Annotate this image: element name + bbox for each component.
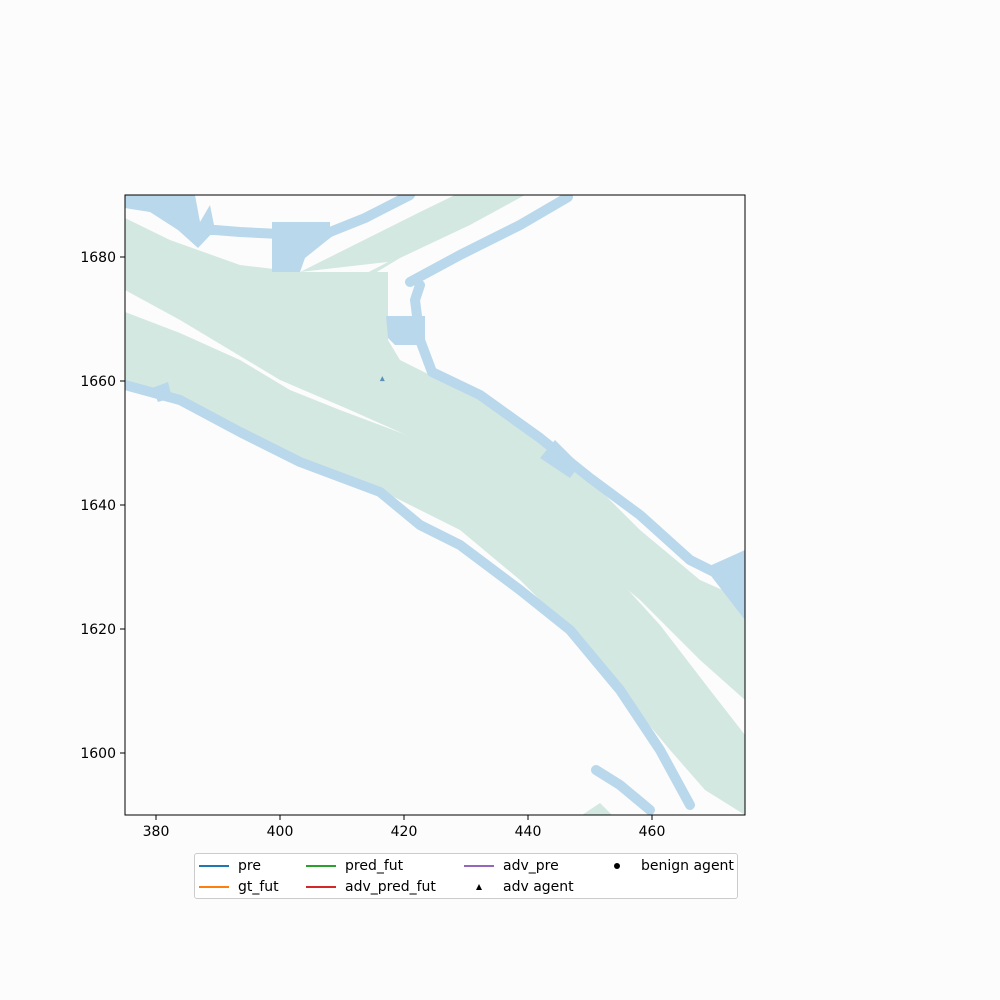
sidewalk-patch-island bbox=[272, 222, 330, 272]
lane-main-upper bbox=[125, 218, 745, 700]
x-tick-label: 420 bbox=[391, 824, 418, 840]
lane-bottom-patch bbox=[582, 803, 612, 815]
x-tick-label: 380 bbox=[143, 824, 170, 840]
x-tick-label: 440 bbox=[515, 824, 542, 840]
map-layers bbox=[125, 195, 745, 815]
legend-label-benign-agent: benign agent bbox=[641, 858, 734, 874]
triangle-icon bbox=[476, 884, 482, 890]
lane-main-lower bbox=[125, 312, 745, 815]
legend-marker-adv-agent bbox=[464, 884, 494, 890]
y-tick-label: 1640 bbox=[80, 498, 116, 514]
sidewalk-patches bbox=[125, 195, 745, 620]
legend-line-gt-fut bbox=[199, 885, 229, 889]
sidewalk-patch-left-bump bbox=[152, 382, 172, 402]
legend-label-adv-agent: adv agent bbox=[503, 879, 574, 895]
lane-areas bbox=[125, 195, 745, 815]
lane-ramp-upper bbox=[300, 195, 525, 305]
legend-label-pre: pre bbox=[238, 858, 261, 874]
sidewalk-patch-median-right bbox=[540, 440, 580, 478]
legend-item-benign-agent: benign agent bbox=[598, 856, 734, 876]
legend-label-adv-pred-fut: adv_pred_fut bbox=[345, 879, 436, 895]
legend-line-adv-pred-fut bbox=[306, 885, 336, 889]
legend-item-pred-fut: pred_fut bbox=[302, 856, 403, 876]
x-tick-label: 460 bbox=[639, 824, 666, 840]
legend-item-gt-fut: gt_fut bbox=[195, 877, 279, 897]
legend-item-pre: pre bbox=[195, 856, 261, 876]
legend: pre gt_fut pred_fut adv_pred_fut adv_pre… bbox=[194, 853, 738, 899]
legend-item-adv-pre: adv_pre bbox=[460, 856, 559, 876]
sidewalk-left-lower bbox=[125, 380, 695, 810]
legend-label-adv-pre: adv_pre bbox=[503, 858, 559, 874]
sidewalk-bottom-right bbox=[591, 765, 655, 815]
y-tick-label: 1680 bbox=[80, 250, 116, 266]
legend-line-pred-fut bbox=[306, 864, 336, 868]
adv-agent-marker bbox=[379, 376, 385, 382]
y-tick-label: 1660 bbox=[80, 374, 116, 390]
legend-label-pred-fut: pred_fut bbox=[345, 858, 404, 874]
dot-icon bbox=[614, 863, 620, 869]
legend-item-adv-agent: adv agent bbox=[460, 877, 574, 897]
legend-line-adv-pre bbox=[464, 864, 494, 868]
legend-label-gt-fut: gt_fut bbox=[238, 879, 279, 895]
y-tick-label: 1620 bbox=[80, 622, 116, 638]
x-tick-label: 400 bbox=[267, 824, 294, 840]
sidewalk-patch-far-right bbox=[705, 550, 745, 620]
sidewalk-patch-crosswalk bbox=[386, 316, 425, 345]
sidewalk-ramp-top bbox=[405, 195, 573, 287]
y-axis-ticks: 1600 1620 1640 1660 1680 bbox=[80, 250, 125, 762]
legend-item-adv-pred-fut: adv_pred_fut bbox=[302, 877, 436, 897]
legend-line-pre bbox=[199, 864, 229, 868]
sidewalk-patch-top-left bbox=[125, 195, 215, 248]
x-axis-ticks: 380 400 420 440 460 bbox=[143, 815, 666, 840]
legend-marker-benign-agent bbox=[602, 863, 632, 869]
y-tick-label: 1600 bbox=[80, 746, 116, 762]
